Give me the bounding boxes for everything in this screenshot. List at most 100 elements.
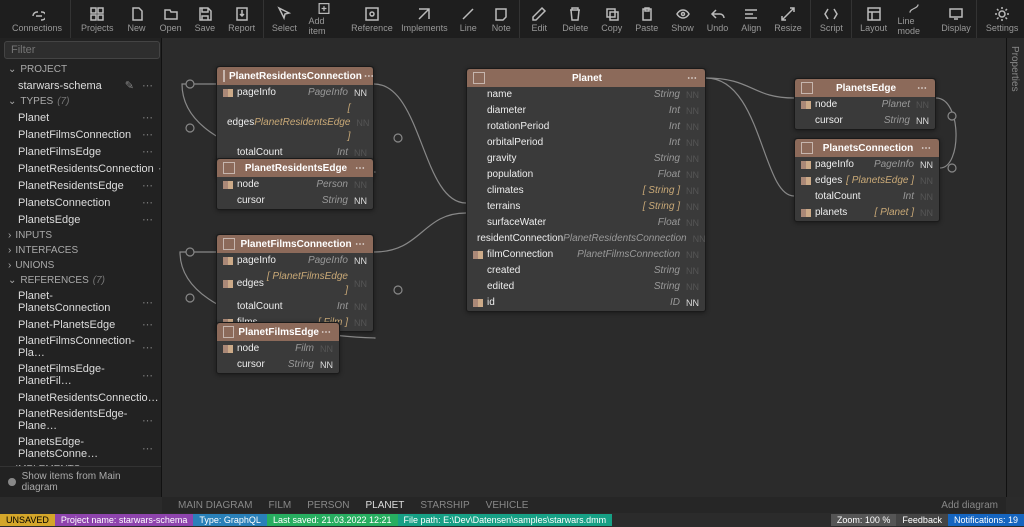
tree-section-interfaces[interactable]: ›INTERFACES <box>0 243 161 258</box>
field-row[interactable]: filmConnectionPlanetFilmsConnectionNN <box>467 247 705 263</box>
line-btn[interactable]: Line <box>452 0 484 38</box>
field-row[interactable]: edges[ PlanetResidentsEdge ]NN <box>217 101 373 145</box>
node-menu-icon[interactable]: ⋯ <box>353 239 367 250</box>
show-main-toggle[interactable]: Show items from Main diagram <box>0 466 161 497</box>
tree-section-project[interactable]: ⌄PROJECT <box>0 62 161 77</box>
tree-item[interactable]: Planet-PlanetsEdge⋯ <box>0 316 161 333</box>
node-header[interactable]: PlanetsEdge⋯ <box>795 79 935 97</box>
field-row[interactable]: residentConnectionPlanetResidentsConnect… <box>467 231 705 247</box>
node-menu-icon[interactable]: ⋯ <box>362 71 376 82</box>
item-menu-icon[interactable]: ⋯ <box>138 414 157 427</box>
field-row[interactable]: pageInfoPageInfoNN <box>795 157 939 173</box>
field-row[interactable]: rotationPeriodIntNN <box>467 119 705 135</box>
align-btn[interactable]: Align <box>735 0 767 38</box>
add-diagram-button[interactable]: Add diagram <box>941 500 998 511</box>
edit-btn[interactable]: Edit <box>523 0 555 38</box>
diagram-tab[interactable]: FILM <box>260 498 299 513</box>
undo-btn[interactable]: Undo <box>701 0 735 38</box>
diagram-tab[interactable]: MAIN DIAGRAM <box>170 498 260 513</box>
tree-item[interactable]: PlanetFilmsConnection⋯ <box>0 126 161 143</box>
tree-item[interactable]: PlanetResidentsConnectio…⋯ <box>0 389 161 406</box>
status-feedback[interactable]: Feedback <box>896 514 948 526</box>
tree-item[interactable]: Planet-PlanetsConnection⋯ <box>0 288 161 316</box>
diagram-tab[interactable]: VEHICLE <box>478 498 537 513</box>
open-btn[interactable]: Open <box>154 0 188 38</box>
field-row[interactable]: pageInfoPageInfoNN <box>217 85 373 101</box>
node-menu-icon[interactable]: ⋯ <box>919 143 933 154</box>
node-header[interactable]: PlanetResidentsConnection⋯ <box>217 67 373 85</box>
tree-item[interactable]: starwars-schema✎⋯ <box>0 77 161 94</box>
resize-btn[interactable]: Resize <box>768 0 808 38</box>
node-header[interactable]: PlanetFilmsConnection⋯ <box>217 235 373 253</box>
new-btn[interactable]: New <box>121 0 153 38</box>
field-row[interactable]: nodePersonNN <box>217 177 373 193</box>
field-row[interactable]: climates[ String ]NN <box>467 183 705 199</box>
item-menu-icon[interactable]: ⋯ <box>138 111 157 124</box>
node-planets-connection[interactable]: PlanetsConnection⋯pageInfoPageInfoNNedge… <box>794 138 940 222</box>
node-planet-residents-edge[interactable]: PlanetResidentsEdge⋯nodePersonNNcursorSt… <box>216 158 374 210</box>
field-row[interactable]: edges[ PlanetsEdge ]NN <box>795 173 939 189</box>
settings-btn[interactable]: Settings <box>980 0 1024 38</box>
tree-section-types[interactable]: ⌄TYPES(7) <box>0 94 161 109</box>
node-header[interactable]: PlanetsConnection⋯ <box>795 139 939 157</box>
field-row[interactable]: diameterIntNN <box>467 103 705 119</box>
tree-item[interactable]: PlanetsEdge-PlanetsConne…⋯ <box>0 434 161 462</box>
display-btn[interactable]: Display <box>938 0 974 38</box>
linemode-btn[interactable]: Line mode <box>892 0 938 38</box>
field-row[interactable]: editedStringNN <box>467 279 705 295</box>
node-planet-films-edge[interactable]: PlanetFilmsEdge⋯nodeFilmNNcursorStringNN <box>216 322 340 374</box>
field-row[interactable]: nodePlanetNN <box>795 97 935 113</box>
select-btn[interactable]: Select <box>267 0 301 38</box>
layout-btn[interactable]: Layout <box>857 0 891 38</box>
status-notifications[interactable]: Notifications: 19 <box>948 514 1024 526</box>
item-menu-icon[interactable]: ⋯ <box>138 296 157 309</box>
field-row[interactable]: createdStringNN <box>467 263 705 279</box>
field-row[interactable]: totalCountIntNN <box>795 189 939 205</box>
diagram-tab[interactable]: PLANET <box>357 498 412 513</box>
item-menu-icon[interactable]: ⋯ <box>138 442 157 455</box>
item-menu-icon[interactable]: ⋯ <box>138 196 157 209</box>
field-row[interactable]: populationFloatNN <box>467 167 705 183</box>
diagram-tab[interactable]: PERSON <box>299 498 357 513</box>
item-menu-icon[interactable]: ⋯ <box>138 341 157 354</box>
field-row[interactable]: totalCountIntNN <box>217 299 373 315</box>
node-planet-films-connection[interactable]: PlanetFilmsConnection⋯pageInfoPageInfoNN… <box>216 234 374 332</box>
tree-item[interactable]: PlanetFilmsEdge-PlanetFil…⋯ <box>0 361 161 389</box>
copy-btn[interactable]: Copy <box>595 0 628 38</box>
projects-btn[interactable]: Projects <box>75 0 120 38</box>
tree-item[interactable]: PlanetFilmsEdge⋯ <box>0 143 161 160</box>
properties-panel-collapsed[interactable]: Properties <box>1006 38 1024 497</box>
item-menu-icon[interactable]: ⋯ <box>138 369 157 382</box>
node-menu-icon[interactable]: ⋯ <box>353 163 367 174</box>
tree-item[interactable]: PlanetResidentsConnection⋯ <box>0 160 161 177</box>
item-menu-icon[interactable]: ⋯ <box>154 162 162 175</box>
item-menu-icon[interactable]: ⋯ <box>138 213 157 226</box>
status-zoom[interactable]: Zoom: 100 % <box>831 514 897 526</box>
field-row[interactable]: planets[ Planet ]NN <box>795 205 939 221</box>
save-btn[interactable]: Save <box>189 0 222 38</box>
node-header[interactable]: PlanetFilmsEdge⋯ <box>217 323 339 341</box>
reference-btn[interactable]: Reference <box>347 0 396 38</box>
report-btn[interactable]: Report <box>222 0 261 38</box>
item-menu-icon[interactable]: ⋯ <box>138 318 157 331</box>
add-item-btn[interactable]: Add item <box>303 0 347 38</box>
node-planets-edge[interactable]: PlanetsEdge⋯nodePlanetNNcursorStringNN <box>794 78 936 130</box>
field-row[interactable]: orbitalPeriodIntNN <box>467 135 705 151</box>
item-menu-icon[interactable]: ⋯ <box>138 145 157 158</box>
tree-section-inputs[interactable]: ›INPUTS <box>0 228 161 243</box>
field-row[interactable]: gravityStringNN <box>467 151 705 167</box>
tree-item[interactable]: PlanetsEdge⋯ <box>0 211 161 228</box>
tree-item[interactable]: PlanetsConnection⋯ <box>0 194 161 211</box>
tree-item[interactable]: Planet⋯ <box>0 109 161 126</box>
filter-input[interactable] <box>4 41 160 59</box>
field-row[interactable]: nodeFilmNN <box>217 341 339 357</box>
field-row[interactable]: surfaceWaterFloatNN <box>467 215 705 231</box>
node-header[interactable]: PlanetResidentsEdge⋯ <box>217 159 373 177</box>
node-menu-icon[interactable]: ⋯ <box>319 327 333 338</box>
item-menu-icon[interactable]: ⋯ <box>138 179 157 192</box>
diagram-canvas[interactable]: PlanetResidentsConnection⋯pageInfoPageIn… <box>162 38 1006 497</box>
field-row[interactable]: pageInfoPageInfoNN <box>217 253 373 269</box>
implements-btn[interactable]: Implements <box>398 0 452 38</box>
item-menu-icon[interactable]: ⋯ <box>138 128 157 141</box>
field-row[interactable]: terrains[ String ]NN <box>467 199 705 215</box>
